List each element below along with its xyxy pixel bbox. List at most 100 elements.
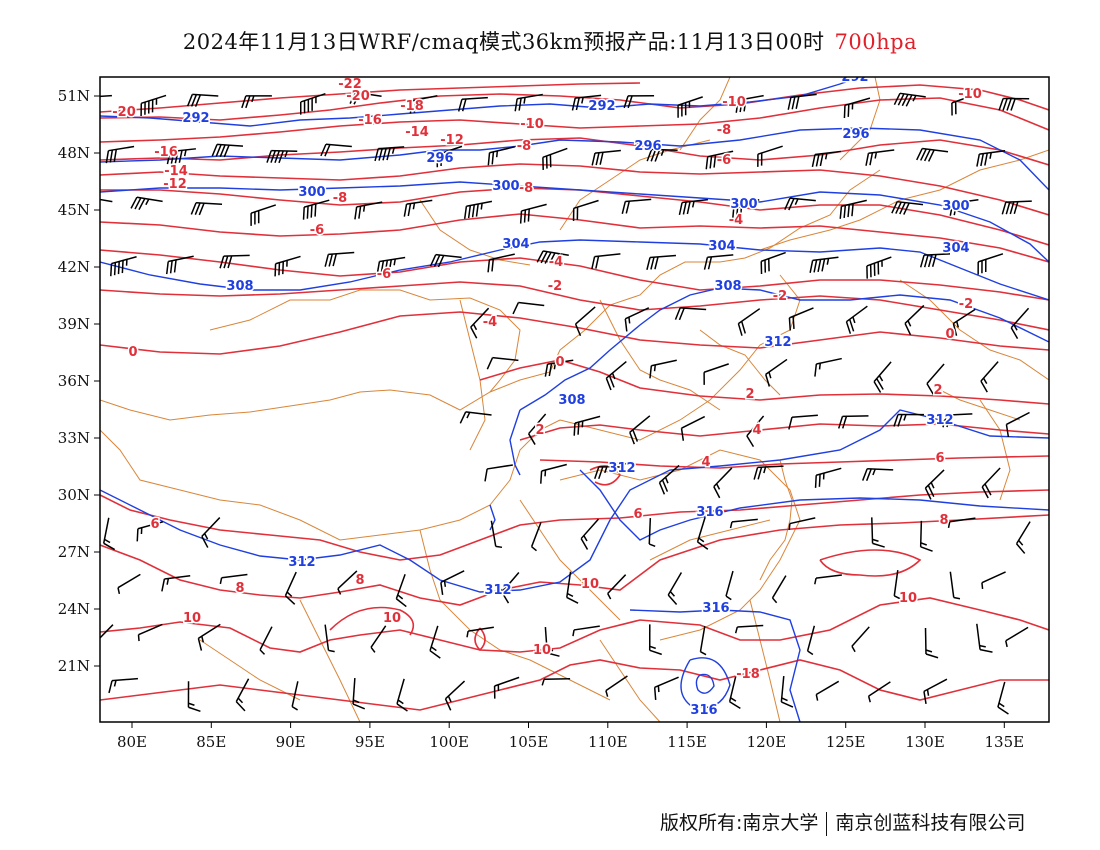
wind-barb <box>703 363 729 385</box>
temperature-label: -8 <box>519 181 533 196</box>
geopotential-label: 312 <box>484 583 511 598</box>
boundary-line <box>699 329 781 396</box>
temperature-isotherm <box>100 187 1049 246</box>
wind-barb <box>814 467 842 488</box>
wind-barb <box>105 145 135 164</box>
wind-barb <box>787 93 817 110</box>
wind-barb <box>699 625 707 656</box>
wind-barb <box>571 94 602 111</box>
geopotential-label: 304 <box>708 239 735 254</box>
y-tick-label: 27N <box>58 543 90 561</box>
geopotential-label: 308 <box>714 279 741 294</box>
wind-barb <box>696 516 709 550</box>
wind-barb <box>591 149 621 166</box>
wind-barb <box>919 520 933 552</box>
boundary-line <box>679 77 731 151</box>
wind-barb <box>573 415 601 436</box>
temperature-label: 10 <box>183 611 201 626</box>
x-tick-label: 120E <box>747 733 787 751</box>
wind-barb <box>947 517 976 529</box>
wind-barb <box>771 575 787 604</box>
wind-barb <box>291 681 299 711</box>
temperature-label: -10 <box>520 117 544 132</box>
wind-barb <box>102 517 116 551</box>
geopotential-contour <box>100 181 1049 263</box>
copyright-right: 南京创蓝科技有限公司 <box>835 812 1026 834</box>
x-tick-label: 105E <box>509 733 549 751</box>
wind-barb <box>677 96 703 118</box>
wind-barb <box>110 256 137 277</box>
temperature-label: -20 <box>112 105 136 120</box>
wind-barb <box>764 358 788 387</box>
wind-barb <box>274 255 301 277</box>
temperature-label: -6 <box>377 267 391 282</box>
wind-barb <box>646 254 676 270</box>
temperature-label: 0 <box>128 345 137 360</box>
wind-barb <box>140 94 167 117</box>
boundary-line <box>759 459 793 581</box>
wind-barb <box>324 251 355 267</box>
geopotential-label: 300 <box>492 179 519 194</box>
geopotential-label: 300 <box>298 185 325 200</box>
wind-barb <box>728 676 741 710</box>
wind-barb <box>977 253 1004 275</box>
x-tick-label: 135E <box>985 733 1025 751</box>
wind-barb <box>1001 200 1032 215</box>
wind-barb <box>514 93 543 112</box>
temperature-label: -12 <box>440 133 464 148</box>
wind-barb <box>976 623 993 653</box>
temperature-label: -4 <box>549 255 563 270</box>
wind-barb <box>235 678 250 712</box>
geopotential-label: 304 <box>502 237 529 252</box>
y-tick-label: 42N <box>58 258 90 276</box>
wind-barb <box>1010 307 1030 340</box>
wind-barb <box>540 463 567 484</box>
wind-barb <box>806 625 816 656</box>
wind-barb <box>680 415 706 441</box>
wind-barb <box>866 256 892 279</box>
geopotential-contour <box>100 77 861 127</box>
geopotential-contour <box>519 287 1049 411</box>
geopotential-label: 308 <box>558 393 585 408</box>
wind-barb <box>658 464 680 495</box>
wind-barb <box>734 624 764 634</box>
wind-barb <box>324 624 335 653</box>
geopotential-contour <box>680 657 731 709</box>
wind-barb <box>923 678 948 704</box>
wind-barb <box>100 94 112 98</box>
wind-barb <box>436 145 463 168</box>
y-tick-label: 51N <box>58 87 90 105</box>
boundary-line <box>419 529 611 701</box>
boundary-line <box>649 519 771 561</box>
wind-barb <box>725 570 734 601</box>
y-tick-label: 39N <box>58 315 90 333</box>
map-frame <box>99 76 1050 723</box>
wind-barb <box>542 147 568 170</box>
boundary-line <box>979 399 1011 501</box>
wind-barb <box>729 518 758 529</box>
wind-barb <box>814 357 842 377</box>
temperature-label: 8 <box>939 513 948 528</box>
boundary-line <box>209 289 521 393</box>
geopotential-contour <box>695 673 715 694</box>
geopotential-label: 312 <box>608 461 635 476</box>
wind-barb <box>100 624 114 639</box>
x-tick-label: 110E <box>588 733 628 751</box>
wind-barb <box>403 199 433 217</box>
boundary-line <box>459 299 486 451</box>
wind-barb <box>646 148 678 162</box>
y-tick-label: 45N <box>58 201 90 219</box>
wind-barb <box>466 626 494 638</box>
wind-barb <box>117 573 141 595</box>
wind-barb <box>519 203 547 224</box>
wind-barb <box>623 94 655 109</box>
geopotential-contour <box>100 409 1049 593</box>
geopotential-label: 300 <box>730 197 757 212</box>
temperature-isotherm <box>100 311 1049 355</box>
wind-barb <box>349 91 382 105</box>
temperature-label: -14 <box>405 125 429 140</box>
x-tick-label: 90E <box>276 733 306 751</box>
temperature-label: -10 <box>722 95 746 110</box>
wind-barb <box>949 571 961 600</box>
wind-barb <box>487 146 516 166</box>
